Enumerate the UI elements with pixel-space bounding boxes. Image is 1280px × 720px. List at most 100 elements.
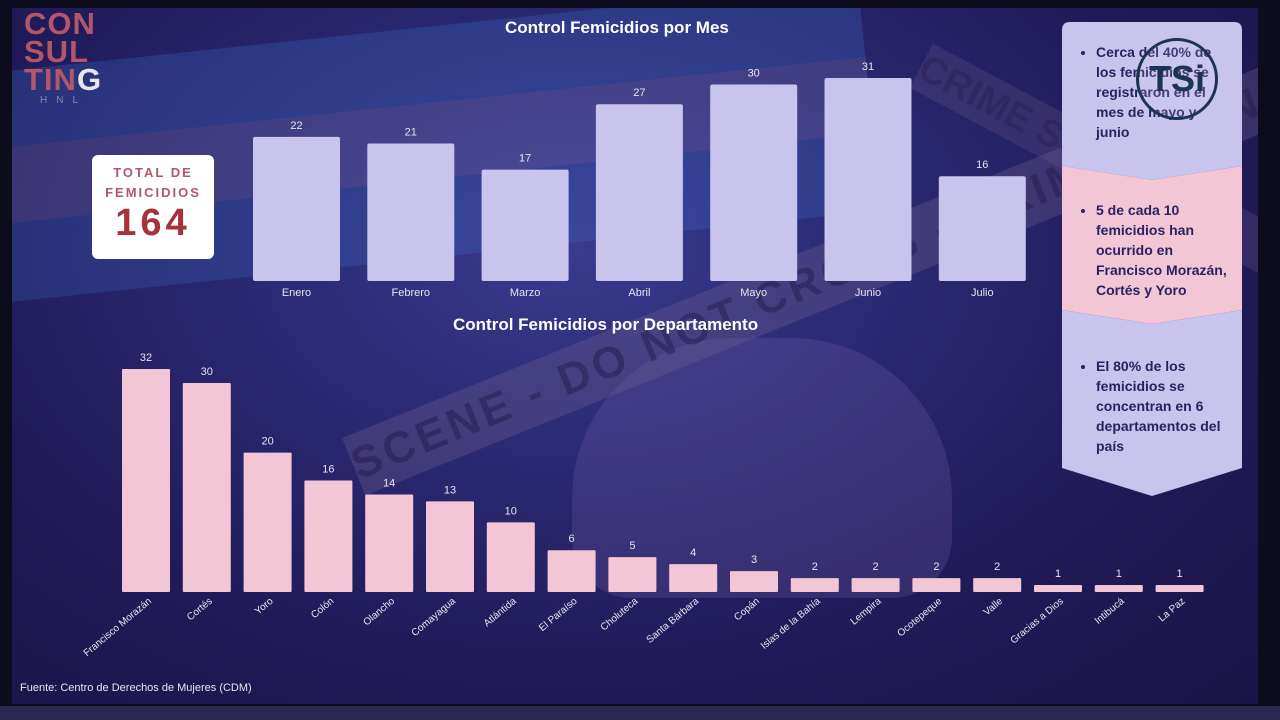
department-bar — [973, 578, 1022, 592]
department-tick-label: Islas de la Bahía — [759, 596, 823, 652]
department-tick-label: Choluteca — [599, 596, 641, 634]
department-tick-label: Gracias a Dios — [1009, 596, 1066, 647]
department-bar — [851, 578, 900, 592]
department-bar — [730, 571, 778, 592]
month-bar — [253, 136, 340, 281]
department-bar — [486, 522, 535, 592]
logo-subtitle: HNL — [40, 95, 88, 106]
department-tick-label: La Paz — [1157, 596, 1188, 624]
department-bar — [304, 480, 353, 592]
department-value-label: 3 — [751, 554, 757, 566]
logo-line-3: TING — [24, 64, 102, 95]
department-value-label: 6 — [569, 533, 575, 545]
department-bar — [912, 578, 961, 592]
month-value-label: 27 — [633, 87, 645, 99]
month-tick-label: Julio — [971, 287, 994, 299]
department-tick-label: Comayagua — [410, 596, 459, 639]
logo-line-1: CON — [24, 8, 96, 41]
department-value-label: 16 — [322, 464, 334, 476]
month-value-label: 16 — [976, 159, 988, 171]
logo-line-2: SUL — [24, 34, 89, 69]
department-tick-label: Yoro — [253, 596, 276, 618]
logo-g-letter: G — [76, 62, 103, 97]
insight-2-text: 5 de cada 10 femicidios han ocurrido en … — [1096, 200, 1232, 300]
insight-2: 5 de cada 10 femicidios han ocurrido en … — [1062, 200, 1242, 300]
source-note: Fuente: Centro de Derechos de Mujeres (C… — [20, 682, 252, 694]
month-bar — [481, 169, 569, 281]
department-value-label: 20 — [261, 436, 273, 448]
department-tick-label: Ocotepeque — [896, 596, 945, 640]
department-bar — [1155, 585, 1204, 592]
department-tick-label: Cortés — [185, 596, 215, 623]
department-value-label: 2 — [812, 561, 818, 573]
department-tick-label: Colón — [309, 596, 336, 621]
month-tick-label: Febrero — [392, 287, 431, 299]
department-bar — [426, 501, 474, 592]
month-value-label: 22 — [290, 120, 302, 132]
department-value-label: 2 — [933, 561, 939, 573]
department-tick-label: El Paraíso — [537, 596, 580, 634]
total-label: TOTAL DE FEMICIDIOS — [92, 163, 214, 203]
tsi-watermark-logo: TSi — [1136, 38, 1218, 120]
department-value-label: 30 — [201, 366, 213, 378]
department-value-label: 4 — [690, 547, 696, 559]
month-tick-label: Junio — [855, 287, 881, 299]
department-bar — [365, 494, 414, 592]
month-bar — [710, 84, 798, 281]
department-chart-title: Control Femicidios por Departamento — [453, 315, 759, 334]
month-tick-label: Enero — [282, 287, 311, 299]
department-bar — [1094, 585, 1143, 592]
department-tick-label: Olancho — [362, 596, 398, 629]
banner-section-3-bg — [1062, 310, 1242, 496]
total-label-line-2: FEMICIDIOS — [105, 185, 201, 200]
department-tick-label: Lempira — [849, 596, 884, 628]
month-value-label: 31 — [862, 61, 874, 73]
month-chart-title: Control Femicidios por Mes — [505, 18, 729, 37]
department-bar — [243, 452, 292, 592]
department-value-label: 1 — [1116, 568, 1122, 580]
month-bar — [367, 143, 455, 281]
department-tick-label: Copán — [732, 596, 762, 623]
department-value-label: 2 — [873, 561, 879, 573]
banner-section-2-bg — [1062, 166, 1242, 324]
hand-background — [572, 338, 952, 598]
department-bar — [1034, 585, 1082, 592]
insight-3-text: El 80% de los femicidios se concentran e… — [1096, 356, 1232, 456]
department-value-label: 2 — [994, 561, 1000, 573]
month-value-label: 17 — [519, 153, 531, 165]
total-femicides-card: TOTAL DE FEMICIDIOS 164 — [92, 155, 214, 259]
department-bar — [547, 550, 596, 592]
consulting-logo: CON SUL TING HNL — [24, 8, 102, 108]
month-value-label: 30 — [748, 68, 760, 80]
total-value: 164 — [115, 202, 191, 244]
month-value-label: 21 — [405, 126, 417, 138]
insight-3: El 80% de los femicidios se concentran e… — [1062, 356, 1242, 456]
month-tick-label: Abril — [628, 287, 650, 299]
department-value-label: 5 — [629, 540, 635, 552]
department-value-label: 32 — [140, 352, 152, 364]
month-tick-label: Mayo — [740, 287, 767, 299]
department-value-label: 10 — [505, 505, 517, 517]
department-bar — [608, 557, 657, 592]
department-tick-label: Atlántida — [482, 596, 519, 630]
department-bar — [122, 369, 170, 592]
charts-canvas: 22Enero21Febrero17Marzo27Abril30Mayo31Ju… — [82, 61, 1204, 659]
department-tick-label: Valle — [982, 596, 1006, 619]
bottom-strip — [0, 706, 1280, 720]
slide: SCENE - DO NOT CROSS - CRIME SCENE CRIME… — [12, 8, 1258, 704]
department-tick-label: Intibucá — [1093, 596, 1127, 627]
department-value-label: 14 — [383, 477, 395, 489]
department-value-label: 13 — [444, 484, 456, 496]
month-bar — [938, 176, 1026, 281]
month-tick-label: Marzo — [510, 287, 541, 299]
month-bar — [824, 78, 912, 281]
department-tick-label: Francisco Morazán — [82, 596, 154, 659]
department-bar — [790, 578, 839, 592]
department-value-label: 1 — [1177, 568, 1183, 580]
department-bar — [182, 382, 231, 592]
department-bar — [669, 564, 718, 592]
department-tick-label: Santa Bárbara — [645, 596, 702, 646]
total-label-line-1: TOTAL DE — [113, 165, 193, 180]
month-bar — [595, 104, 683, 282]
